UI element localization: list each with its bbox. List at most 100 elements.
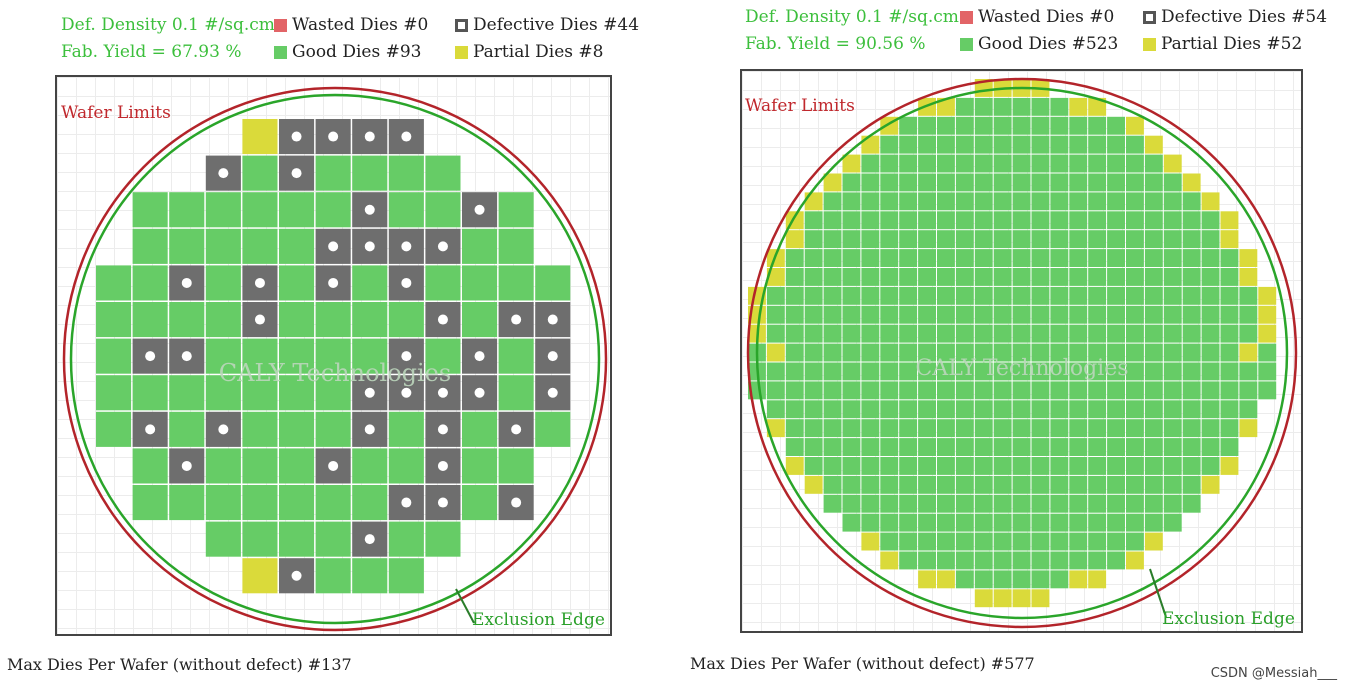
defect-marker — [474, 387, 485, 398]
good-die — [937, 116, 955, 135]
good-die — [899, 551, 918, 570]
good-die — [823, 362, 842, 381]
good-die — [899, 154, 918, 173]
good-die — [132, 228, 168, 264]
good-die — [1220, 343, 1239, 362]
good-die — [955, 116, 974, 135]
good-die — [993, 324, 1012, 343]
good-die — [974, 343, 993, 362]
good-die — [899, 343, 918, 362]
good-die — [1012, 343, 1031, 362]
good-die — [899, 324, 918, 343]
good-die — [462, 265, 498, 301]
good-die — [861, 475, 880, 494]
good-die — [1201, 268, 1220, 286]
good-die — [1182, 286, 1201, 305]
good-die — [937, 249, 955, 267]
good-die — [937, 268, 955, 286]
partial-die — [1258, 324, 1277, 343]
partial-die — [993, 589, 1012, 608]
good-die — [785, 438, 804, 456]
good-die — [993, 457, 1012, 475]
good-die — [1163, 211, 1182, 230]
partial-die — [766, 419, 785, 438]
wafer-limits-circle — [62, 86, 608, 632]
defect-marker — [145, 424, 156, 435]
good-die — [1050, 249, 1069, 267]
good-die — [880, 438, 899, 456]
good-die — [918, 268, 936, 286]
good-die — [842, 230, 861, 249]
good-die — [880, 343, 899, 362]
good-die — [974, 475, 993, 494]
good-die — [1182, 400, 1201, 419]
good-die — [1126, 494, 1144, 513]
good-die — [1220, 438, 1239, 456]
legend-wasted-label: Wasted Dies #0 — [292, 15, 429, 35]
good-die — [823, 457, 842, 475]
good-die — [1050, 97, 1069, 116]
good-die — [823, 438, 842, 456]
good-die — [535, 265, 571, 301]
good-die — [96, 375, 132, 411]
defect-marker — [291, 570, 302, 581]
good-die — [1126, 230, 1144, 249]
good-die — [1126, 381, 1144, 400]
good-die — [974, 457, 993, 475]
good-die — [1107, 438, 1125, 456]
good-die — [993, 570, 1012, 589]
good-die — [1126, 154, 1144, 173]
good-die — [132, 192, 168, 228]
good-die — [279, 228, 315, 264]
good-die — [804, 268, 823, 286]
good-die — [823, 249, 842, 267]
good-die — [1050, 381, 1069, 400]
good-die — [1069, 249, 1088, 267]
good-die — [937, 154, 955, 173]
good-die — [842, 192, 861, 211]
good-die — [899, 268, 918, 286]
good-die — [804, 343, 823, 362]
good-die — [1126, 532, 1144, 551]
good-die — [1201, 457, 1220, 475]
good-die — [352, 448, 388, 484]
good-die — [169, 192, 205, 228]
good-die — [937, 475, 955, 494]
good-die — [823, 286, 842, 305]
wasted-swatch — [274, 18, 287, 32]
partial-die — [974, 589, 993, 608]
good-die — [974, 286, 993, 305]
good-die — [279, 302, 315, 338]
wafer-map-frame: CALY Technologies — [55, 75, 612, 636]
partial-die — [242, 558, 278, 594]
good-die — [1239, 362, 1258, 381]
good-die — [1144, 475, 1163, 494]
good-die — [880, 286, 899, 305]
good-die — [1088, 116, 1107, 135]
good-die — [1012, 400, 1031, 419]
defect-marker — [474, 204, 485, 215]
good-die — [918, 400, 936, 419]
good-die — [1126, 457, 1144, 475]
good-die — [1012, 494, 1031, 513]
defect-marker — [437, 497, 448, 508]
good-die — [1050, 173, 1069, 192]
defect-marker — [364, 534, 375, 545]
good-die — [132, 265, 168, 301]
defect-marker — [401, 497, 412, 508]
good-die — [1163, 381, 1182, 400]
good-die — [1201, 324, 1220, 343]
good-die — [918, 324, 936, 343]
good-die — [1258, 381, 1277, 400]
good-die — [1126, 400, 1144, 419]
partial-die — [1126, 116, 1144, 135]
good-die — [1126, 362, 1144, 381]
good-die — [1182, 475, 1201, 494]
good-die — [1069, 116, 1088, 135]
legend-wasted-label: Wasted Dies #0 — [978, 7, 1115, 27]
good-die — [937, 135, 955, 154]
good-die — [315, 521, 351, 557]
good-die — [1107, 551, 1125, 570]
good-die — [132, 375, 168, 411]
good-die — [425, 155, 461, 191]
